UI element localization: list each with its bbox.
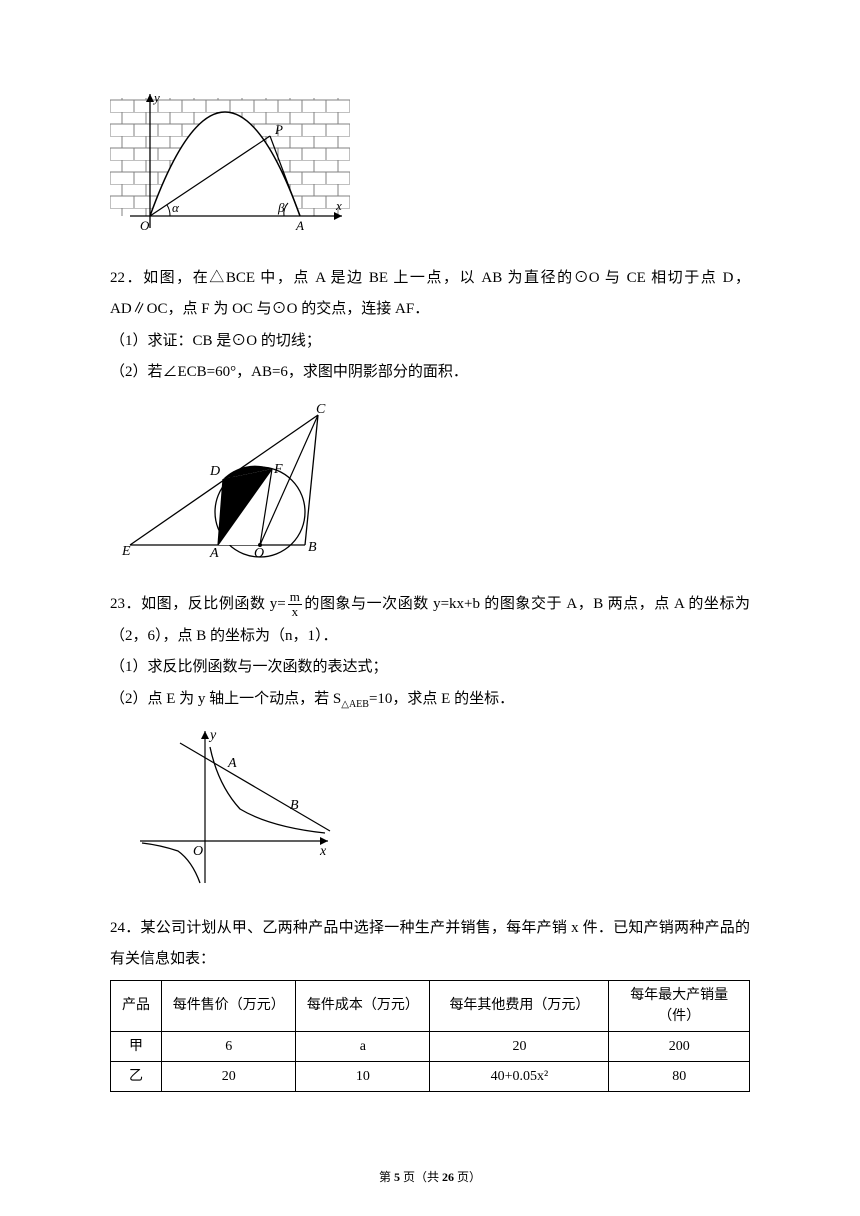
table-row: 乙 20 10 40+0.05x² 80 — [111, 1061, 750, 1091]
problem-number: 23． — [110, 596, 141, 612]
svg-text:A: A — [295, 218, 304, 233]
svg-text:A: A — [227, 756, 237, 771]
svg-text:x: x — [319, 844, 327, 859]
table-header: 每年最大产销量（件） — [609, 980, 750, 1031]
table-row: 甲 6 a 20 200 — [111, 1031, 750, 1061]
product-table: 产品 每件售价（万元） 每件成本（万元） 每年其他费用（万元） 每年最大产销量（… — [110, 980, 750, 1092]
table-header: 每件售价（万元） — [162, 980, 296, 1031]
svg-text:P: P — [274, 122, 283, 137]
problem-23-q1: （1）求反比例函数与一次函数的表达式； — [110, 652, 750, 684]
svg-text:y: y — [208, 728, 217, 743]
table-header-row: 产品 每件售价（万元） 每件成本（万元） 每年其他费用（万元） 每年最大产销量（… — [111, 980, 750, 1031]
svg-text:x: x — [335, 198, 342, 213]
table-header: 产品 — [111, 980, 162, 1031]
svg-text:B: B — [290, 798, 299, 813]
problem-23-q2: （2）点 E 为 y 轴上一个动点，若 S△AEB=10，求点 E 的坐标． — [110, 684, 750, 716]
svg-text:β: β — [277, 200, 285, 215]
svg-text:B: B — [308, 540, 317, 555]
figure-21: O y x P A α β — [110, 88, 750, 251]
svg-text:F: F — [273, 462, 283, 477]
problem-number: 22． — [110, 270, 143, 286]
problem-22-q2: （2）若∠ECB=60°，AB=6，求图中阴影部分的面积． — [110, 357, 750, 389]
problem-24-stem: 24．某公司计划从甲、乙两种产品中选择一种生产并销售，每年产销 x 件．已知产销… — [110, 913, 750, 976]
svg-text:O: O — [193, 844, 203, 859]
table-header: 每件成本（万元） — [296, 980, 430, 1031]
problem-23-stem: 23．如图，反比例函数 y=mx的图象与一次函数 y=kx+b 的图象交于 A，… — [110, 589, 750, 652]
svg-text:C: C — [316, 402, 326, 417]
svg-text:O: O — [254, 546, 264, 561]
svg-text:D: D — [209, 464, 220, 479]
svg-text:O: O — [140, 218, 150, 233]
problem-22-stem: 22．如图，在△BCE 中，点 A 是边 BE 上一点，以 AB 为直径的⊙O … — [110, 263, 750, 326]
problem-number: 24． — [110, 920, 140, 936]
figure-23: O y x A B — [110, 723, 750, 901]
fraction-m-over-x: mx — [288, 590, 302, 620]
svg-text:y: y — [152, 90, 160, 105]
svg-text:A: A — [209, 546, 219, 561]
figure-22: E A O B C D F — [110, 397, 750, 578]
svg-text:E: E — [121, 544, 131, 559]
page-footer: 第 5 页（共 26 页） — [0, 1165, 860, 1190]
svg-text:α: α — [172, 200, 180, 215]
problem-22-q1: （1）求证：CB 是⊙O 的切线； — [110, 326, 750, 358]
table-header: 每年其他费用（万元） — [430, 980, 609, 1031]
